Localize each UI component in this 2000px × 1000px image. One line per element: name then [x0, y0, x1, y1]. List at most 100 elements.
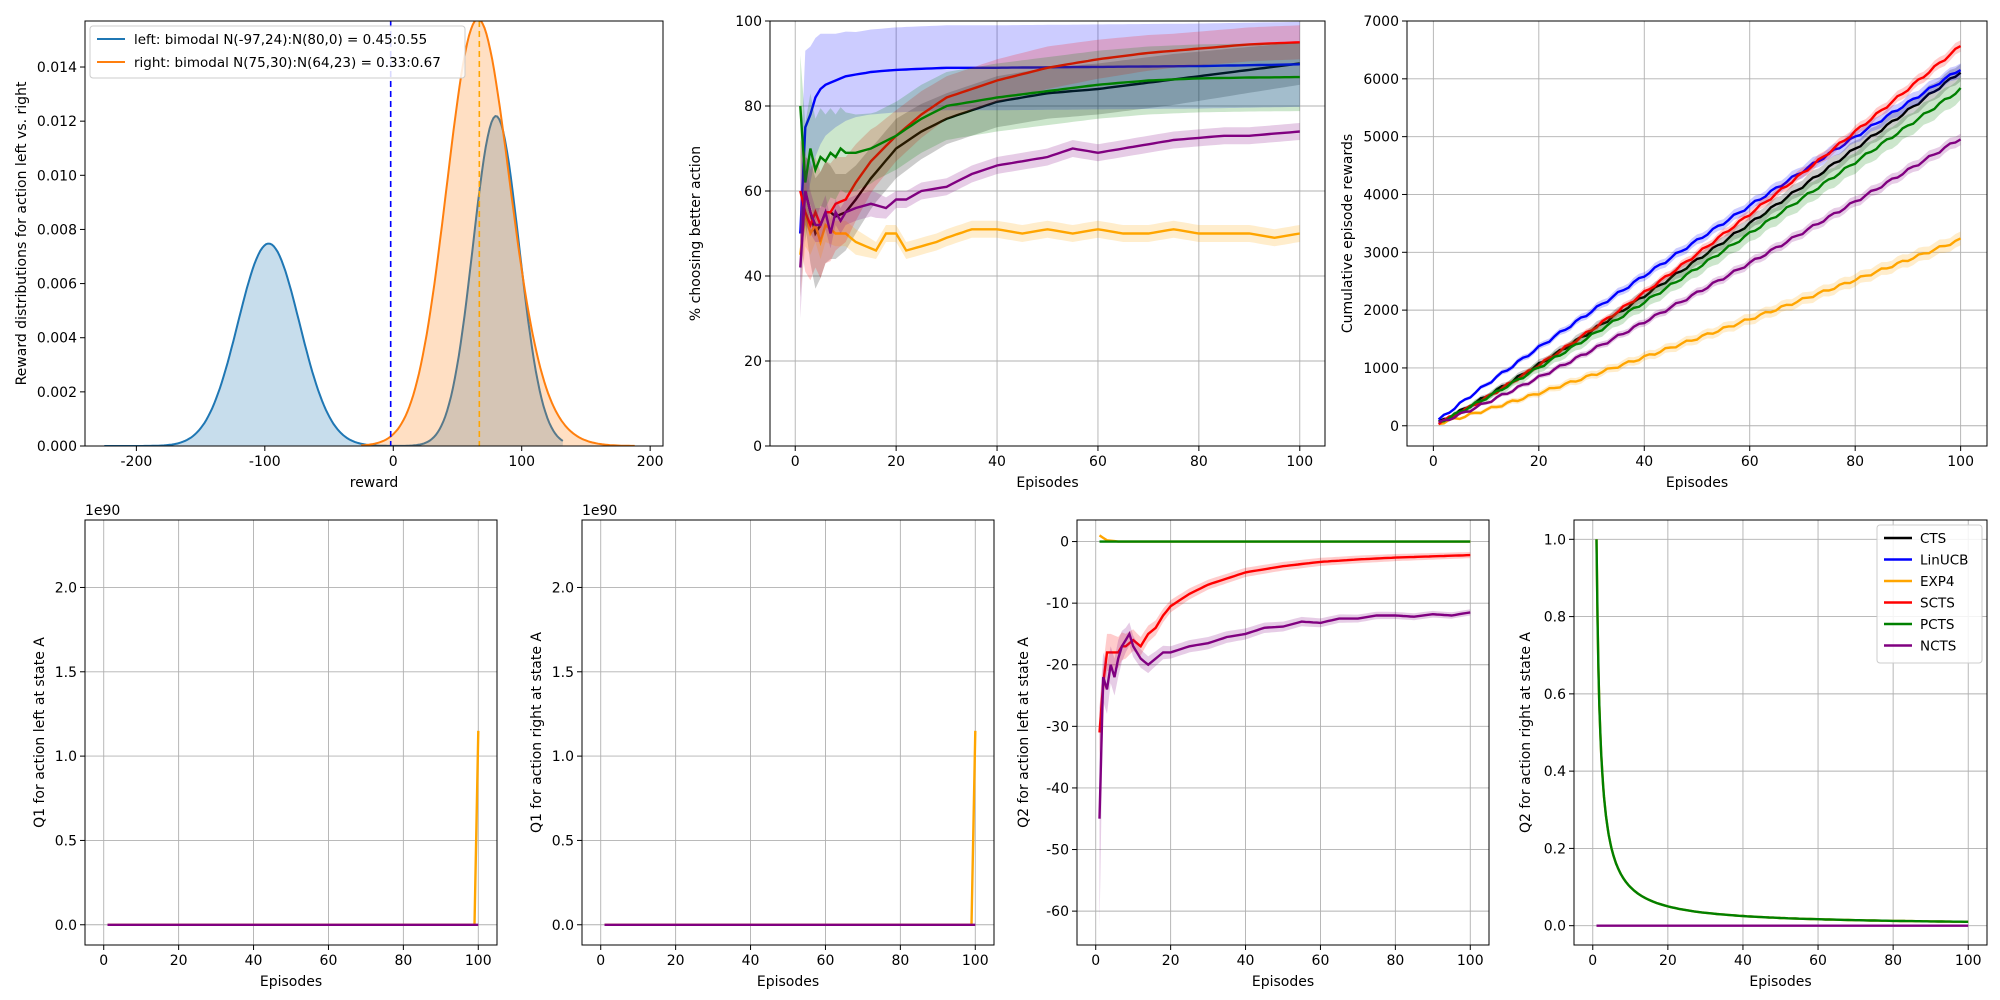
series-band: [800, 25, 1300, 281]
series-line-scts: [1437, 45, 1962, 426]
chart-dist: -200 -100 0 100 200 0.000 0.002 0.004 0.006 0.008…: [14, 20, 664, 491]
y-tick-label: 40: [744, 269, 762, 285]
legend-label: NCTS: [1920, 639, 1956, 655]
chart-cum: 0 20 40 60 80 1000100020003000400050006000700…: [1340, 14, 1988, 491]
series-band: [800, 43, 1300, 242]
y-tick-label: 4000: [1363, 187, 1399, 203]
y-tick-label: 0.002: [37, 385, 77, 401]
x-axis-label: Episodes: [1016, 475, 1078, 491]
series-line-exp4: [107, 730, 480, 926]
x-tick-label: 40: [1635, 454, 1653, 470]
legend-label: right: bimodal N(75,30):N(64,23) = 0.33:…: [134, 55, 441, 71]
x-tick-label: 100: [962, 953, 989, 969]
series-band: [1438, 40, 1961, 425]
plot-area: [1098, 534, 1471, 930]
x-tick-label: -200: [120, 454, 152, 470]
chart-q2l: 0 20 40 60 80 100 0 -10 -20 -30 -40 -50 -60 Episodes Q…: [1016, 519, 1490, 990]
y-tick-label: 100: [735, 14, 762, 30]
y-tick-label: 7000: [1363, 14, 1399, 30]
legend-label: PCTS: [1920, 617, 1954, 633]
y-axis-label: % choosing better action: [688, 146, 704, 321]
x-tick-label: -100: [249, 454, 281, 470]
x-tick-label: 0: [389, 454, 398, 470]
x-tick-label: 100: [1955, 953, 1982, 969]
series-line-pcts: [1595, 539, 1969, 923]
legend: CTS LinUCB EXP4 SCTS PCTS NCTS: [1876, 524, 1983, 664]
series-line-scts: [1098, 553, 1471, 733]
x-tick-label: 20: [887, 454, 905, 470]
y-tick-label: -60: [1046, 904, 1069, 920]
y-tick-label: 5000: [1363, 130, 1399, 146]
y-tick-label: 0.012: [37, 114, 77, 130]
y-tick-label: 0.5: [552, 833, 574, 849]
x-tick-label: 0: [596, 953, 605, 969]
axes-frame: [1076, 519, 1490, 946]
x-tick-label: 100: [465, 953, 492, 969]
y-axis-label: Reward distributions for action left vs.…: [14, 81, 30, 385]
y-tick-label: 1.0: [55, 749, 77, 765]
x-tick-label: 20: [170, 953, 188, 969]
plot-area: [107, 730, 480, 926]
y-tick-label: 1.5: [55, 665, 77, 681]
series-band: [800, 21, 1300, 298]
axes-frame: [1406, 20, 1988, 447]
x-tick-label: 80: [1846, 454, 1864, 470]
y-axis-label: Cumulative episode rewards: [1340, 134, 1356, 333]
x-tick-label: 20: [1530, 454, 1548, 470]
plot-area: [1595, 539, 1969, 927]
x-tick-label: 20: [1162, 953, 1180, 969]
legend-box: [89, 25, 466, 79]
y-tick-label: 0.000: [37, 439, 77, 455]
x-tick-label: 60: [320, 953, 338, 969]
y-tick-label: -50: [1046, 843, 1069, 859]
density-fill: [104, 116, 563, 446]
x-axis-label: Episodes: [260, 974, 322, 990]
x-tick-label: 100: [508, 454, 535, 470]
y-tick-label: 0.004: [37, 331, 77, 347]
axis-offset-label: 1e90: [582, 503, 617, 519]
series-line-exp4: [799, 211, 1300, 255]
x-axis-label: Episodes: [757, 974, 819, 990]
y-tick-label: 80: [744, 99, 762, 115]
axes-frame: [581, 519, 995, 946]
density-line: [361, 21, 635, 446]
x-tick-label: 20: [1659, 953, 1677, 969]
chart-pct: 0 20 40 60 80 100 0 20 40 60 80 100 Episodes % choosi…: [688, 14, 1326, 491]
y-tick-label: 0: [1060, 535, 1069, 551]
y-tick-label: 0: [1390, 419, 1399, 435]
x-tick-label: 60: [1312, 953, 1330, 969]
series-band: [1099, 609, 1471, 930]
series-band: [1438, 63, 1961, 421]
x-axis-label: Episodes: [1749, 974, 1811, 990]
x-axis-label: reward: [350, 475, 399, 491]
legend-label: LinUCB: [1920, 553, 1968, 569]
y-tick-label: 0.2: [1544, 841, 1566, 857]
x-tick-label: 80: [891, 953, 909, 969]
series-line-ncts: [799, 130, 1300, 268]
y-tick-label: -30: [1046, 719, 1069, 735]
x-tick-label: 80: [1190, 454, 1208, 470]
y-tick-label: 2.0: [552, 580, 574, 596]
y-tick-label: -10: [1046, 596, 1069, 612]
x-tick-label: 60: [1741, 454, 1759, 470]
plot-area: [799, 21, 1300, 319]
y-axis-label: Q1 for action left at state A: [32, 637, 48, 828]
y-tick-label: 2.0: [55, 580, 77, 596]
series-band: [800, 178, 1300, 298]
series-line-pcts: [1438, 87, 1962, 423]
x-tick-label: 40: [742, 953, 760, 969]
x-tick-label: 0: [1091, 953, 1100, 969]
chart-q1r: 0 20 40 60 80 100 0.0 0.5 1.0 1.5 2.0 Episodes Q1 fo…: [529, 503, 995, 990]
x-tick-label: 0: [791, 454, 800, 470]
chart-q2r: 0 20 40 60 80 100 0.0 0.2 0.4 0.6 0.8 1.0 Episodes Q2…: [1518, 519, 1988, 990]
y-tick-label: 0.4: [1544, 764, 1566, 780]
density-fill: [361, 21, 635, 446]
y-tick-label: 1.0: [552, 749, 574, 765]
series-band: [800, 123, 1300, 319]
y-tick-label: 1000: [1363, 361, 1399, 377]
axes-frame: [769, 20, 1326, 447]
y-tick-label: 0.006: [37, 277, 77, 293]
y-tick-label: 0.0: [1544, 919, 1566, 935]
x-tick-label: 20: [667, 953, 685, 969]
